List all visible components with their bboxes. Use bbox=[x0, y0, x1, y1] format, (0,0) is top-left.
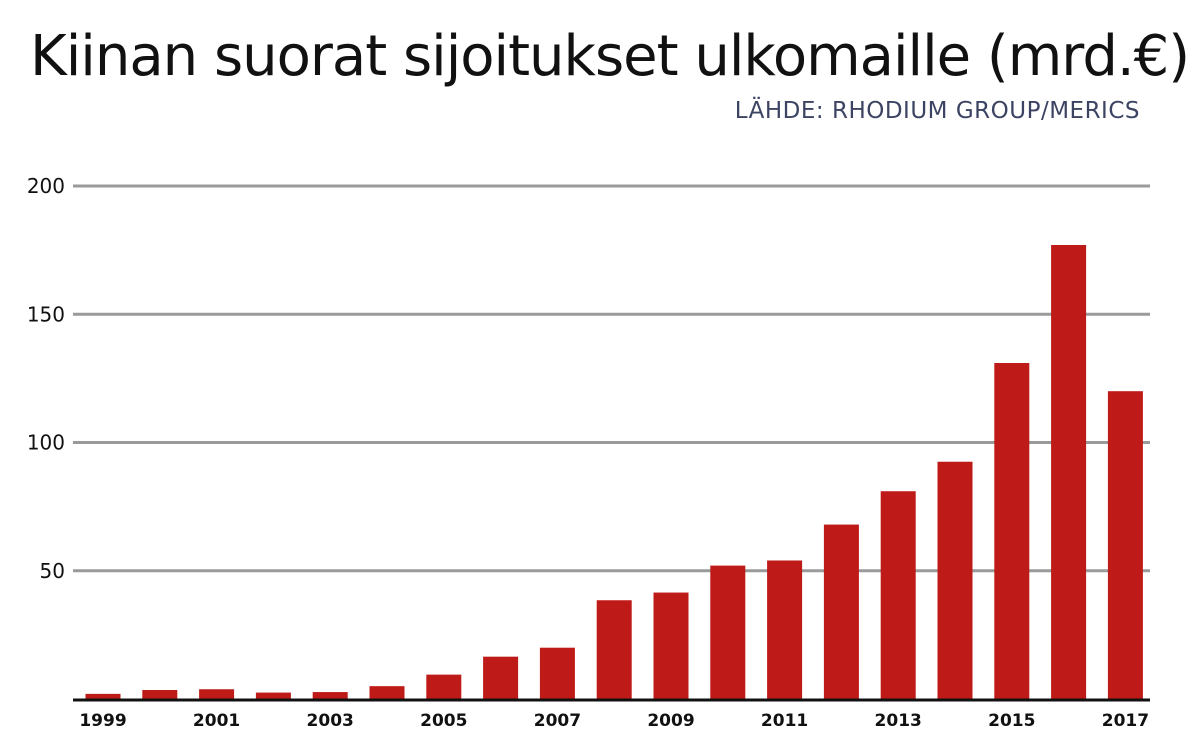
bar-2005 bbox=[426, 674, 462, 699]
bar-2016 bbox=[1051, 244, 1087, 699]
x-tick-label: 2005 bbox=[420, 711, 467, 731]
bar-2008 bbox=[596, 600, 632, 699]
y-axis-ticks: 200 150 100 50 bbox=[27, 174, 65, 583]
x-tick-label: 1999 bbox=[79, 711, 126, 731]
x-tick-label: 2013 bbox=[875, 711, 922, 731]
x-tick-label: 2007 bbox=[534, 711, 581, 731]
chart-title: Kiinan suorat sijoitukset ulkomaille (mr… bbox=[30, 24, 1190, 89]
bar-2011 bbox=[767, 560, 803, 699]
x-tick-label: 2017 bbox=[1102, 711, 1149, 731]
bars bbox=[85, 244, 1143, 699]
y-tick-label: 100 bbox=[27, 431, 65, 455]
y-tick-label: 150 bbox=[27, 302, 65, 326]
bar-2004 bbox=[369, 686, 405, 699]
bar-2012 bbox=[823, 524, 859, 699]
bar-1999 bbox=[85, 693, 121, 699]
x-tick-label: 2015 bbox=[988, 711, 1035, 731]
bar-2002 bbox=[255, 692, 291, 699]
x-tick-label: 2011 bbox=[761, 711, 808, 731]
bar-2006 bbox=[483, 656, 519, 699]
bar-2000 bbox=[142, 690, 178, 699]
grid-lines bbox=[73, 184, 1150, 573]
x-tick-label: 2009 bbox=[647, 711, 694, 731]
bar-2003 bbox=[312, 692, 348, 699]
bar-2009 bbox=[653, 592, 689, 699]
bar-2010 bbox=[710, 565, 746, 699]
x-axis-ticks: 1999 2001 2003 2005 2007 2009 2011 2013 2015 2017 bbox=[79, 711, 1149, 731]
y-tick-label: 50 bbox=[40, 559, 65, 583]
bar-2015 bbox=[994, 362, 1030, 699]
x-tick-label: 2003 bbox=[307, 711, 354, 731]
bar-2001 bbox=[199, 689, 235, 699]
bar-2007 bbox=[539, 647, 575, 699]
y-tick-label: 200 bbox=[27, 174, 65, 198]
bar-2017 bbox=[1107, 391, 1143, 699]
x-tick-label: 2001 bbox=[193, 711, 240, 731]
bar-2013 bbox=[880, 491, 916, 699]
bar-2014 bbox=[937, 461, 973, 699]
source-label: LÄHDE: RHODIUM GROUP/MERICS bbox=[734, 98, 1140, 124]
